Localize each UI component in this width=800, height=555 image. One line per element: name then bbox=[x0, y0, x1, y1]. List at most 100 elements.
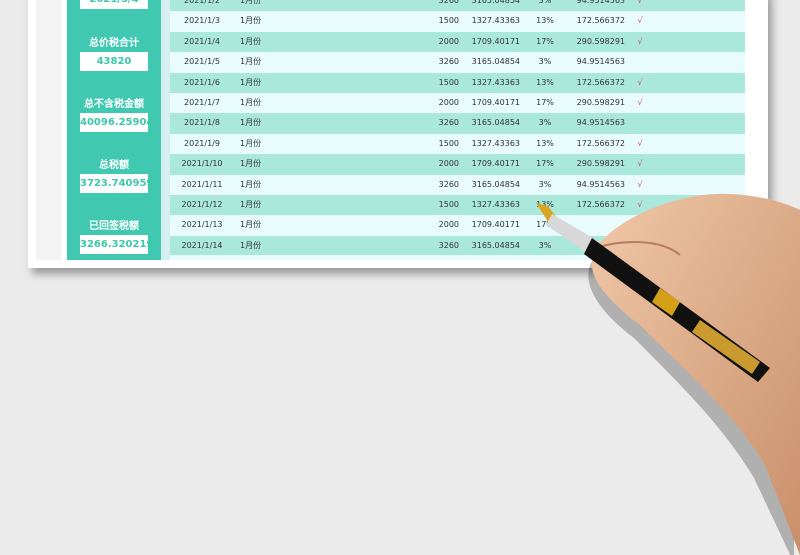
cell-tax[interactable]: 172.566372 bbox=[576, 138, 625, 148]
cell-amount[interactable]: 1500 bbox=[438, 77, 459, 87]
table-row[interactable]: 2021/1/13 1月份 2000 1709.40171 17% bbox=[170, 215, 745, 236]
cell-rate[interactable]: 17% bbox=[536, 97, 554, 107]
cell-tax[interactable]: 290.598291 bbox=[576, 36, 625, 46]
table-row[interactable]: 2021/1/11 1月份 3260 3165.04854 3% 94.9514563 √ bbox=[170, 174, 745, 195]
cell-date[interactable]: 2021/1/6 bbox=[184, 77, 220, 87]
cell-rate[interactable]: 3% bbox=[538, 240, 552, 250]
cell-date[interactable]: 2021/1/7 bbox=[184, 97, 220, 107]
cell-rate[interactable]: 17% bbox=[536, 159, 554, 169]
cell-check[interactable]: √ bbox=[637, 97, 643, 107]
cell-check[interactable]: √ bbox=[637, 16, 643, 26]
cell-net[interactable]: 1709.40171 bbox=[471, 36, 520, 46]
table-row[interactable]: 2021/1/8 1月份 3260 3165.04854 3% 94.9514563 bbox=[170, 113, 745, 134]
cell-tax[interactable]: 94.9514563 bbox=[576, 118, 625, 128]
cell-rate[interactable]: 3% bbox=[538, 0, 552, 5]
table-row[interactable]: 2021/1/3 1月份 1500 1327.43363 13% 172.566372 √ bbox=[170, 11, 745, 32]
cell-net[interactable]: 1327.43363 bbox=[471, 77, 520, 87]
stat-label-net: 总不含税金额 bbox=[84, 99, 144, 110]
cell-amount[interactable]: 3260 bbox=[438, 240, 459, 250]
cell-month[interactable]: 1月份 bbox=[240, 77, 262, 87]
cell-date[interactable]: 2021/1/10 bbox=[181, 159, 223, 169]
cell-amount[interactable]: 2000 bbox=[438, 159, 459, 169]
cell-date[interactable]: 2021/1/11 bbox=[181, 179, 223, 189]
cell-month[interactable]: 1月份 bbox=[240, 179, 262, 189]
cell-net[interactable]: 3165.04854 bbox=[471, 179, 520, 189]
cell-check[interactable]: √ bbox=[637, 138, 643, 148]
cell-date[interactable]: 2021/1/14 bbox=[181, 240, 223, 250]
table-row[interactable]: 2021/1/5 1月份 3260 3165.04854 3% 94.9514563 bbox=[170, 52, 745, 73]
cell-month[interactable]: 1月份 bbox=[240, 199, 262, 209]
cell-rate[interactable]: 17% bbox=[536, 220, 554, 230]
cell-tax[interactable]: 172.566372 bbox=[576, 199, 625, 209]
cell-month[interactable]: 1月份 bbox=[240, 118, 262, 128]
table-row[interactable]: 2021/1/2 1月份 3260 3165.04854 3% 94.9514563 √ bbox=[170, 0, 745, 12]
cell-date[interactable]: 2021/1/8 bbox=[184, 118, 220, 128]
cell-rate[interactable]: 13% bbox=[536, 77, 554, 87]
cell-month[interactable]: 1月份 bbox=[240, 220, 262, 230]
cell-amount[interactable]: 3260 bbox=[438, 179, 459, 189]
cell-net[interactable]: 1709.40171 bbox=[471, 97, 520, 107]
cell-tax[interactable]: 290.598291 bbox=[576, 97, 625, 107]
table-row[interactable]: 2021/1/10 1月份 2000 1709.40171 17% 290.598291 √ bbox=[170, 154, 745, 175]
cell-date[interactable]: 2021/1/4 bbox=[184, 36, 220, 46]
cell-net[interactable]: 3165.04854 bbox=[471, 118, 520, 128]
cell-month[interactable]: 1月份 bbox=[240, 36, 262, 46]
cell-date[interactable]: 2021/1/9 bbox=[184, 138, 220, 148]
cell-month[interactable]: 1月份 bbox=[240, 138, 262, 148]
cell-net[interactable]: 1327.43363 bbox=[471, 138, 520, 148]
cell-amount[interactable]: 3260 bbox=[438, 0, 459, 5]
cell-amount[interactable]: 2000 bbox=[438, 97, 459, 107]
cell-amount[interactable]: 2000 bbox=[438, 220, 459, 230]
cell-date[interactable]: 2021/1/13 bbox=[181, 220, 223, 230]
cell-rate[interactable]: 3% bbox=[538, 118, 552, 128]
cell-month[interactable]: 1月份 bbox=[240, 0, 262, 5]
table-row[interactable]: 2021/1/9 1月份 1500 1327.43363 13% 172.566372 √ bbox=[170, 133, 745, 155]
cell-tax[interactable]: 94.9514563 bbox=[576, 179, 625, 189]
cell-rate[interactable]: 3% bbox=[538, 179, 552, 189]
cell-rate[interactable]: 3% bbox=[538, 57, 552, 67]
table-row[interactable]: 2021/1/12 1月份 1500 1327.43363 13% 172.566372 √ bbox=[170, 194, 745, 216]
cell-amount[interactable]: 1500 bbox=[438, 16, 459, 26]
cell-date[interactable]: 2021/1/3 bbox=[184, 16, 220, 26]
stat-value-tax: 3723.740959 bbox=[80, 174, 153, 193]
cell-date[interactable]: 2021/1/2 bbox=[184, 0, 220, 5]
cell-amount[interactable]: 3260 bbox=[438, 118, 459, 128]
table-row[interactable]: 2021/1/6 1月份 1500 1327.43363 13% 172.566372 √ bbox=[170, 72, 745, 93]
cell-tax[interactable]: 172.566372 bbox=[576, 77, 625, 87]
cell-net[interactable]: 3165.04854 bbox=[471, 240, 520, 250]
cell-net[interactable]: 1327.43363 bbox=[471, 16, 520, 26]
cell-net[interactable]: 1327.43363 bbox=[471, 199, 520, 209]
cell-amount[interactable]: 1500 bbox=[438, 199, 459, 209]
cell-tax[interactable]: 172.566372 bbox=[576, 16, 625, 26]
cell-month[interactable]: 1月份 bbox=[240, 16, 262, 26]
cell-month[interactable]: 1月份 bbox=[240, 57, 262, 67]
cell-date[interactable]: 2021/1/5 bbox=[184, 57, 220, 67]
cell-check[interactable]: √ bbox=[637, 179, 643, 189]
table-row[interactable]: 2021/1/7 1月份 2000 1709.40171 17% 290.598291 √ bbox=[170, 92, 745, 114]
table-row[interactable]: 2021/1/4 1月份 2000 1709.40171 17% 290.598291 √ bbox=[170, 31, 745, 53]
cell-net[interactable]: 3165.04854 bbox=[471, 57, 520, 67]
cell-tax[interactable]: 94.9514563 bbox=[576, 0, 625, 5]
cell-month[interactable]: 1月份 bbox=[240, 159, 262, 169]
cell-amount[interactable]: 2000 bbox=[438, 36, 459, 46]
cell-check[interactable]: √ bbox=[637, 77, 643, 87]
cell-rate[interactable]: 13% bbox=[536, 138, 554, 148]
cell-date[interactable]: 2021/1/12 bbox=[181, 199, 223, 209]
cell-month[interactable]: 1月份 bbox=[240, 97, 262, 107]
cell-rate[interactable]: 17% bbox=[536, 36, 554, 46]
cell-tax[interactable]: 94.9514563 bbox=[576, 57, 625, 67]
cell-rate[interactable]: 13% bbox=[536, 16, 554, 26]
cell-net[interactable]: 1709.40171 bbox=[471, 159, 520, 169]
cell-check[interactable]: √ bbox=[637, 36, 643, 46]
cell-net[interactable]: 1709.40171 bbox=[471, 220, 520, 230]
cell-tax[interactable]: 290.598291 bbox=[576, 159, 625, 169]
cell-month[interactable]: 1月份 bbox=[240, 240, 262, 250]
cell-check[interactable]: √ bbox=[637, 159, 643, 169]
cell-net[interactable]: 3165.04854 bbox=[471, 0, 520, 5]
cell-check[interactable]: √ bbox=[637, 0, 643, 5]
cell-rate[interactable]: 13% bbox=[536, 199, 554, 209]
cell-check[interactable]: √ bbox=[637, 199, 643, 209]
cell-amount[interactable]: 3260 bbox=[438, 57, 459, 67]
cell-amount[interactable]: 1500 bbox=[438, 138, 459, 148]
